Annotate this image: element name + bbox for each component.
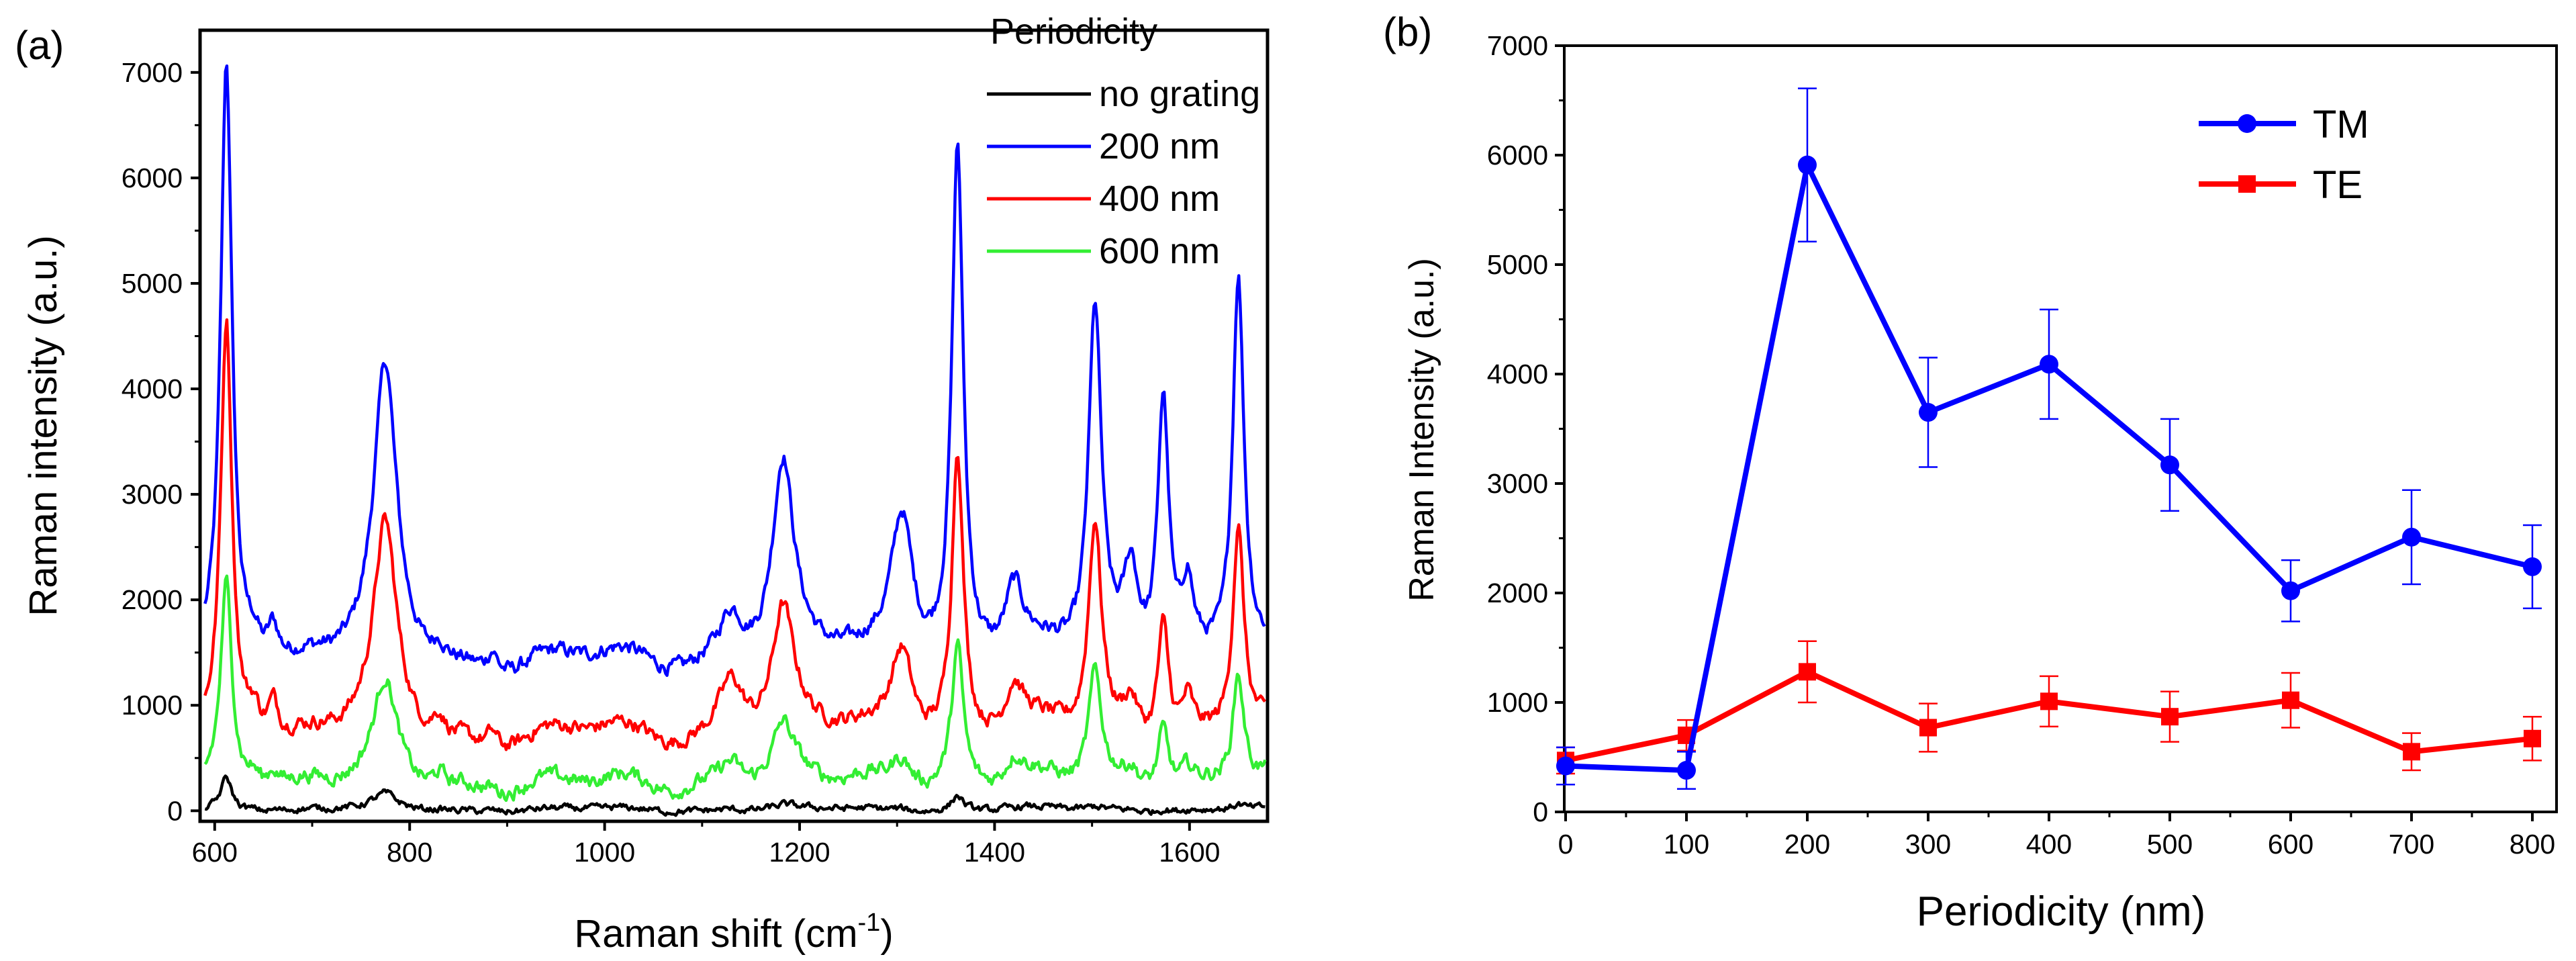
panel-b-x-ticks: 0 100 200 300 400 500 600 700 800 bbox=[1558, 812, 2555, 860]
panel-b-y-tick-label: 4000 bbox=[1487, 359, 1548, 390]
panel-b-point-TM bbox=[2040, 355, 2058, 374]
panel-b-point-TM bbox=[2402, 527, 2421, 547]
panel-a-frame bbox=[198, 28, 1270, 823]
panel-b-x-tick-label: 800 bbox=[2510, 829, 2555, 860]
panel-b-point-TM bbox=[1677, 761, 1696, 780]
panel-b-y-tick-label: 5000 bbox=[1487, 249, 1548, 280]
panel-a-legend: Periodicity no grating 200 nm 400 nm 600 nm bbox=[987, 11, 1260, 271]
panel-a-y-axis-title: Raman intensity (a.u.) bbox=[21, 235, 65, 616]
panel-b-point-TM bbox=[1556, 756, 1575, 776]
panel-b-series-group bbox=[1556, 87, 2542, 790]
panel-a-x-axis-title: Raman shift (cm-1) bbox=[574, 909, 893, 956]
panel-b-point-TM bbox=[1798, 155, 1817, 175]
panel-a-series-line-400-nm bbox=[203, 318, 1267, 751]
panel-b-legend: TM TE bbox=[2199, 103, 2369, 207]
panel-b-x-tick-label: 700 bbox=[2389, 829, 2434, 860]
panel-b-point-TE bbox=[1919, 719, 1937, 737]
panel-b-point-TE bbox=[1799, 663, 1816, 681]
panel-a-y-tick-label: 6000 bbox=[122, 163, 183, 193]
panel-b-x-axis-title: Periodicity (nm) bbox=[1917, 888, 2206, 935]
panel-a-y-tick-label: 0 bbox=[167, 795, 183, 826]
panel-b-point-TE bbox=[2282, 691, 2299, 709]
panel-b-label: (b) bbox=[1383, 9, 1432, 54]
panel-b-y-tick-label: 3000 bbox=[1487, 468, 1548, 499]
panel-b-y-tick-label: 0 bbox=[1533, 796, 1548, 827]
panel-a-legend-label: 200 nm bbox=[1099, 126, 1220, 167]
panel-b-x-tick-label: 100 bbox=[1664, 829, 1709, 860]
panel-b-point-TE bbox=[2524, 729, 2541, 747]
panel-b-y-tick-label: 6000 bbox=[1487, 140, 1548, 171]
panel-b-y-ticks: 0 1000 2000 3000 4000 5000 6000 7000 bbox=[1487, 30, 1564, 827]
panel-b-point-TM bbox=[2281, 581, 2300, 600]
panel-a-x-tick-label: 1000 bbox=[574, 837, 635, 868]
panel-b-x-tick-label: 400 bbox=[2026, 829, 2072, 860]
panel-b-legend-marker bbox=[2238, 175, 2256, 193]
panel-b-x-tick-label: 300 bbox=[1905, 829, 1951, 860]
panel-a-y-tick-label: 5000 bbox=[122, 268, 183, 299]
panel-b-x-tick-label: 600 bbox=[2268, 829, 2313, 860]
panel-a-series-line-200-nm bbox=[203, 64, 1266, 678]
panel-b: (b) 0 100 200 300 400 500 600 700 800 0 1000 2000 3… bbox=[1383, 9, 2558, 935]
panel-b-point-TE bbox=[2403, 743, 2420, 761]
panel-a: (a) 600 800 1000 1200 1400 1600 0 1000 2000 3000… bbox=[15, 11, 1270, 956]
panel-a-x-tick-label: 600 bbox=[192, 837, 238, 868]
panel-a-y-tick-label: 1000 bbox=[122, 690, 183, 721]
panel-a-legend-title: Periodicity bbox=[990, 11, 1157, 52]
panel-b-y-tick-label: 1000 bbox=[1487, 687, 1548, 718]
panel-b-point-TM bbox=[1919, 403, 1938, 422]
panel-a-series-group bbox=[203, 64, 1267, 817]
panel-a-series-line-600-nm bbox=[203, 574, 1267, 803]
panel-a-x-ticks: 600 800 1000 1200 1400 1600 bbox=[192, 821, 1220, 868]
panel-a-y-tick-label: 2000 bbox=[122, 584, 183, 615]
panel-b-y-axis-title: Raman Intensity (a.u.) bbox=[1402, 258, 1441, 602]
panel-a-y-ticks: 0 1000 2000 3000 4000 5000 6000 7000 bbox=[122, 57, 200, 826]
panel-b-point-TM bbox=[2523, 557, 2542, 576]
panel-a-y-tick-label: 4000 bbox=[122, 373, 183, 404]
panel-a-y-tick-label: 3000 bbox=[122, 479, 183, 510]
panel-b-x-tick-label: 0 bbox=[1558, 829, 1574, 860]
panel-b-x-tick-label: 200 bbox=[1784, 829, 1830, 860]
panel-a-y-tick-label: 7000 bbox=[122, 57, 183, 88]
panel-a-legend-label: 400 nm bbox=[1099, 179, 1220, 219]
panel-a-legend-label: no grating bbox=[1099, 74, 1260, 114]
panel-a-legend-label: 600 nm bbox=[1099, 231, 1220, 271]
panel-b-frame bbox=[1563, 44, 2558, 813]
panel-a-x-tick-label: 800 bbox=[387, 837, 432, 868]
panel-a-x-tick-label: 1600 bbox=[1159, 837, 1220, 868]
panel-a-series-line-no-grating bbox=[204, 774, 1266, 817]
panel-a-x-tick-label: 1200 bbox=[769, 837, 830, 868]
panel-b-point-TM bbox=[2160, 455, 2179, 475]
panel-a-x-tick-label: 1400 bbox=[964, 837, 1025, 868]
panel-b-y-tick-label: 2000 bbox=[1487, 578, 1548, 608]
panel-a-label: (a) bbox=[15, 23, 64, 68]
panel-b-y-tick-label: 7000 bbox=[1487, 30, 1548, 61]
panel-b-point-TE bbox=[2161, 708, 2179, 726]
panel-b-legend-label: TE bbox=[2313, 163, 2363, 207]
panel-b-point-TE bbox=[2040, 692, 2058, 711]
panel-b-legend-marker bbox=[2238, 114, 2256, 133]
panel-b-legend-label: TM bbox=[2313, 103, 2369, 146]
panel-b-x-tick-label: 500 bbox=[2147, 829, 2193, 860]
